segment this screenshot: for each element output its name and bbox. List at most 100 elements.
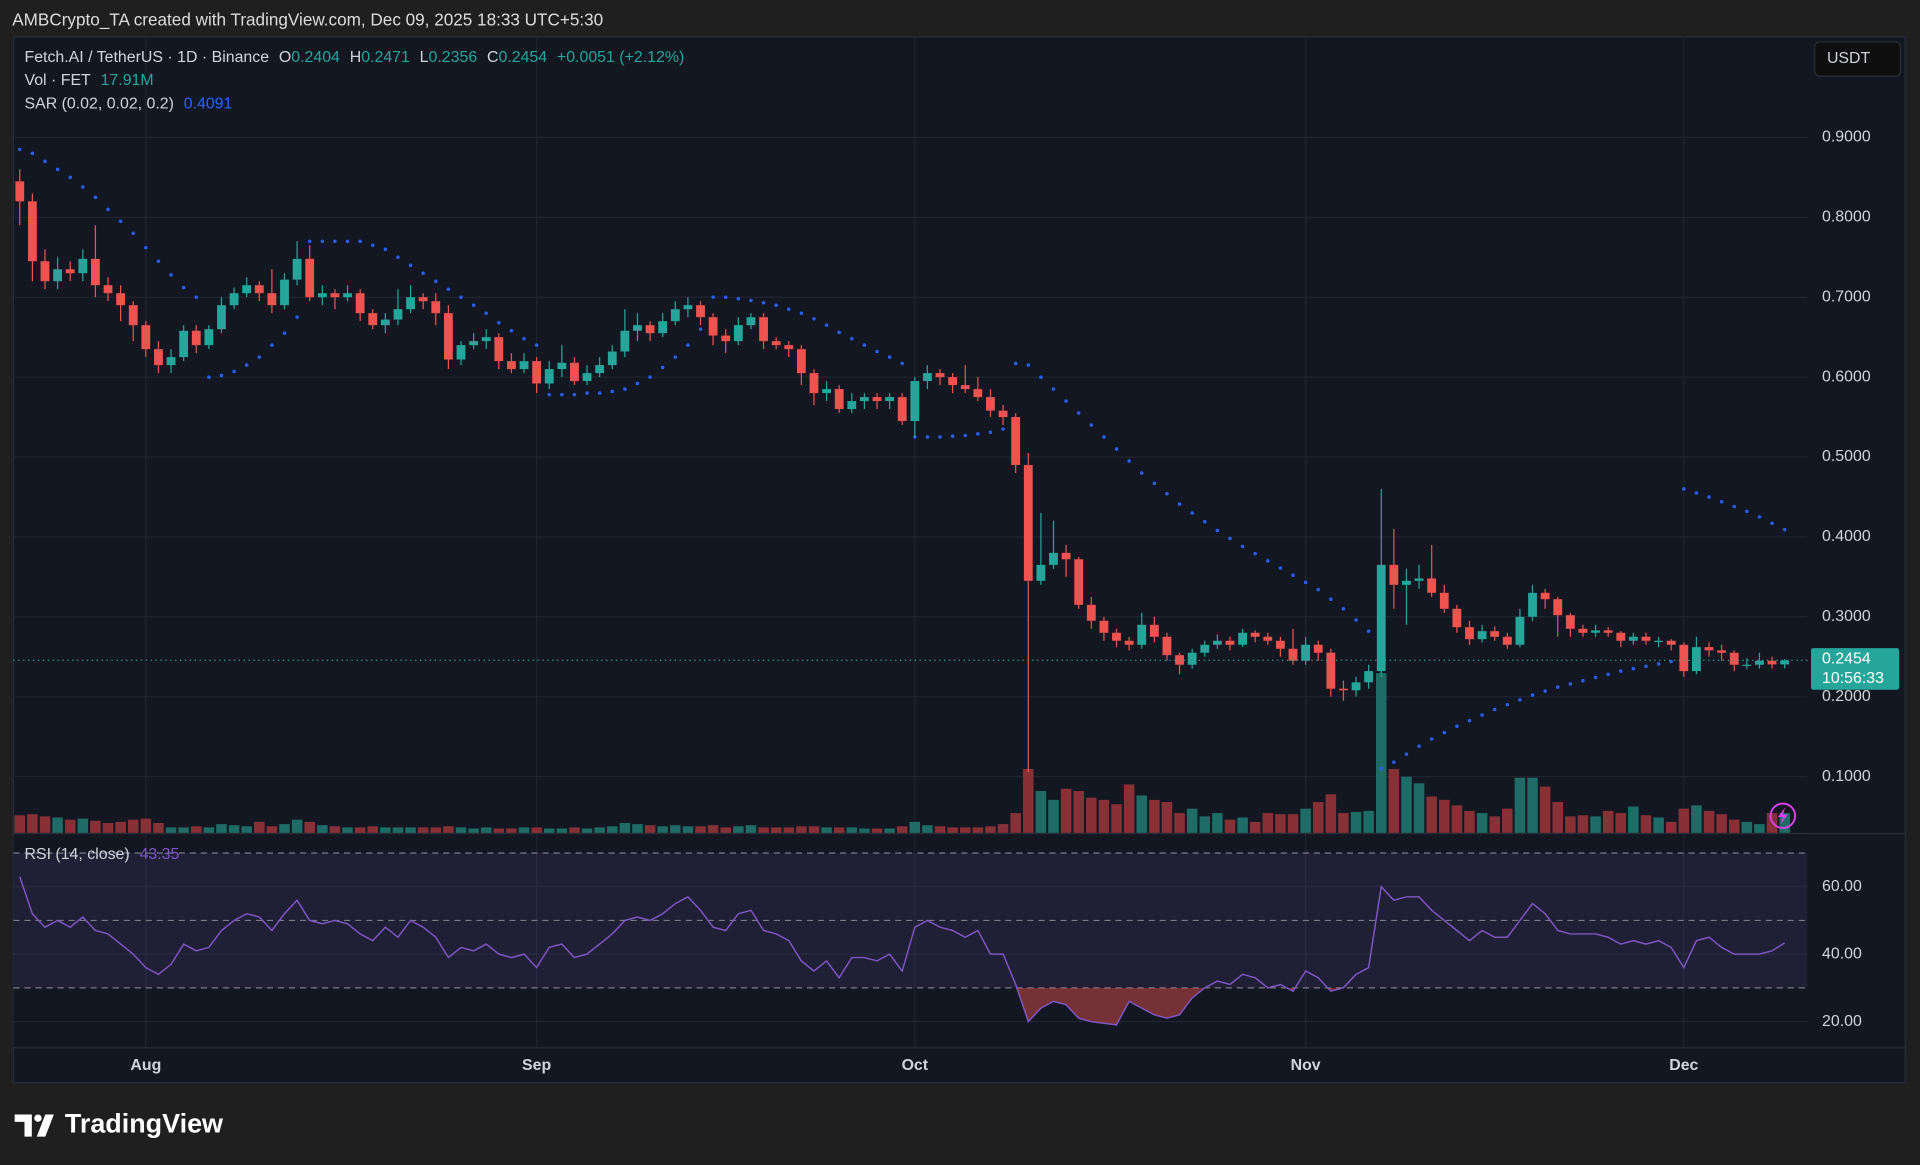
candle-body [1376,564,1386,672]
sar-dot [1341,607,1346,611]
c-label: C [487,49,499,66]
volume-bar [947,827,958,833]
candle-body [1212,640,1222,645]
candle-body [1187,652,1197,665]
sar-dot [446,287,451,291]
sar-dot [1379,766,1383,771]
volume-bar [707,825,719,833]
candle-body [116,293,126,306]
volume-bar [1136,795,1147,833]
sar-dot [181,285,186,290]
o-value: 0.2404 [291,49,340,66]
candle-body [443,313,453,360]
candle-body [380,319,390,326]
candle-body [166,357,176,366]
volume-bar [1287,814,1299,833]
volume-bar [493,828,505,833]
candle-body [254,285,264,294]
rsi-name: RSI (14, close) [24,846,129,863]
candle-body [1086,604,1096,621]
sar-dot [1593,675,1598,680]
candle-body [771,341,781,346]
sar-dot [1215,528,1220,533]
volume-bar [27,814,38,833]
candle-body [746,317,756,326]
candle-body [267,293,277,306]
sar-dot [1240,544,1245,549]
candle-body [1616,632,1626,641]
volume-bar [1565,816,1576,833]
o-label: O [279,49,291,66]
alert-icon[interactable] [1769,802,1797,829]
volume-bar [1350,811,1362,833]
candle-body [78,258,88,274]
volume-bar [102,822,114,833]
candle-body [1439,592,1449,609]
sar-dot [1682,487,1686,491]
sar-dot [963,433,967,438]
sar-dot [131,231,135,236]
sar-dot [1266,559,1270,563]
sar [18,147,1787,771]
volume-bar [518,827,530,833]
volume-bar [1628,806,1639,833]
volume-bar [1262,813,1274,833]
volume-bar [1590,816,1601,833]
candle-body [1023,464,1033,581]
logo-text: TradingView [65,1109,223,1139]
sar-dot [1707,495,1711,499]
candle-body [935,373,945,378]
sar-dot [244,363,249,367]
candle-body [696,305,705,318]
sar-dot [1694,491,1699,495]
candle-body [557,362,567,370]
volume-bar [909,821,921,833]
volume-bar [480,827,492,833]
sar-dot [358,239,362,243]
currency-button[interactable] [1814,41,1902,77]
candle-body [191,330,201,346]
candle-body [923,373,932,382]
sar-dot [270,343,274,347]
volume-bar [1401,776,1412,833]
sar-dot [333,239,337,243]
candle-body [847,401,857,410]
rsi-tick-label: 20.00 [1822,1013,1862,1030]
candle-body [1301,644,1311,661]
sar-dot [1278,566,1283,570]
volume-bar [1249,821,1261,833]
sar-dot [1026,363,1030,367]
sar-dot [408,263,413,267]
sar-dot [1568,682,1573,686]
sar-dot [106,207,110,212]
candle-body [1326,652,1336,689]
price-tag: 0.2454 10:56:33 [13,648,1900,690]
candle-body [1414,578,1424,581]
sar-dot [18,147,22,152]
sar-dot [1669,659,1673,664]
sar-dot [232,369,236,374]
x-tick-label: Dec [1669,1057,1698,1074]
volume-bar [1577,815,1589,833]
volume-bar [1388,768,1400,833]
volume-bar [153,822,164,833]
candle-body [960,385,970,390]
sar-dot [648,375,652,379]
symbol: Fetch.AI / TetherUS · 1D · Binance [24,49,269,66]
sar-dot [1606,672,1610,677]
volume-bar [657,826,668,833]
volume-bar [1754,824,1765,833]
volume-bar [1514,777,1526,833]
currency-label[interactable]: USDT [1827,50,1871,67]
candle-body [368,313,378,326]
volume-bar [607,826,618,833]
logo-slash [36,1114,54,1137]
sar-dot [862,343,867,347]
sar-dot [1303,580,1308,585]
volume-bar [1174,813,1185,833]
candle-body [570,362,579,382]
volume-bar [468,828,479,833]
volume-bar [1640,815,1652,833]
candle-body [1452,608,1462,628]
volume-bar [392,827,404,833]
